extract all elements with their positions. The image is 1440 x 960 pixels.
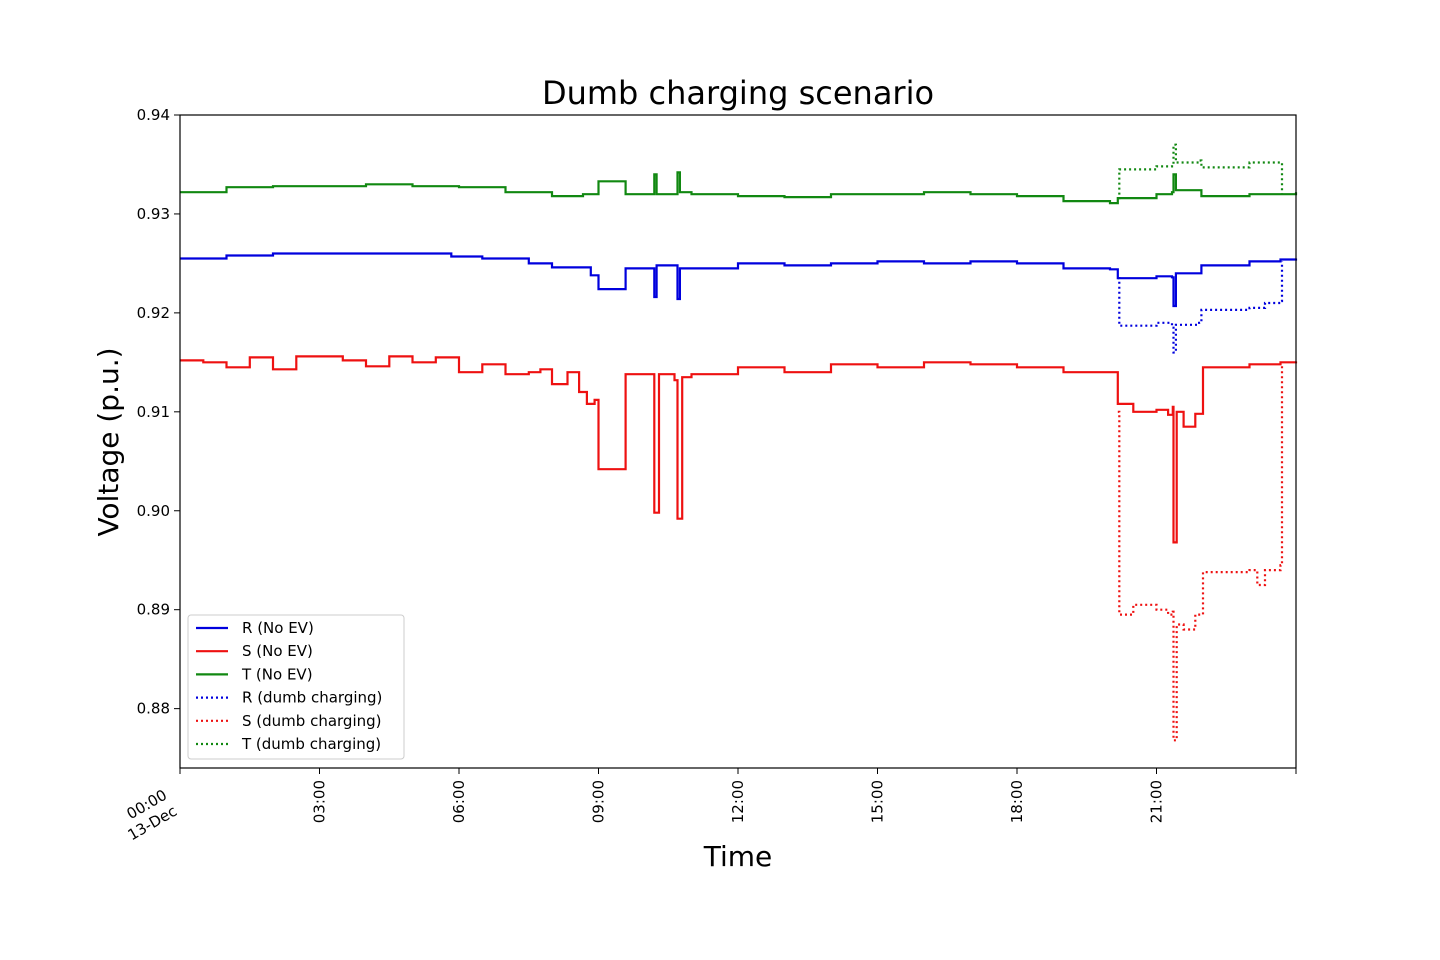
y-axis-title: Voltage (p.u.) xyxy=(92,347,125,536)
legend-label: S (No EV) xyxy=(242,642,313,660)
legend: R (No EV) S (No EV) T (No EV) R (dumb charg… xyxy=(187,614,405,760)
y-tick-label: 0.90 xyxy=(137,502,170,520)
y-tick-label: 0.94 xyxy=(137,106,170,124)
legend-box xyxy=(187,614,405,760)
legend-label: R (No EV) xyxy=(242,619,314,637)
x-axis-title: Time xyxy=(703,840,773,873)
x-tick-label: 03:00 xyxy=(311,780,329,823)
x-tick-label: 09:00 xyxy=(590,780,608,823)
legend-label: S (dumb charging) xyxy=(242,712,382,730)
series-line xyxy=(1117,261,1284,354)
x-tick-label: 06:00 xyxy=(450,780,468,823)
chart-title: Dumb charging scenario xyxy=(542,74,934,112)
x-tick-label: 12:00 xyxy=(729,780,747,823)
series-line xyxy=(180,355,1298,544)
legend-label: T (dumb charging) xyxy=(241,735,381,753)
x-tick-label: 21:00 xyxy=(1148,780,1166,823)
series-line xyxy=(1117,143,1284,200)
y-tick-label: 0.89 xyxy=(137,601,170,619)
series-line xyxy=(180,252,1298,308)
legend-label: R (dumb charging) xyxy=(242,689,382,707)
y-tick-label: 0.93 xyxy=(137,205,170,223)
series-line xyxy=(180,171,1298,205)
legend-label: T (No EV) xyxy=(241,665,313,683)
y-axis: 0.88 0.89 0.90 0.91 0.92 0.93 0.94 xyxy=(137,106,180,718)
x-tick-label: 18:00 xyxy=(1008,780,1026,823)
x-tick-label: 15:00 xyxy=(869,780,887,823)
y-tick-label: 0.92 xyxy=(137,304,170,322)
y-tick-label: 0.88 xyxy=(137,700,170,718)
series-line xyxy=(1117,364,1284,742)
y-tick-label: 0.91 xyxy=(137,403,170,421)
plot-lines xyxy=(180,143,1298,742)
